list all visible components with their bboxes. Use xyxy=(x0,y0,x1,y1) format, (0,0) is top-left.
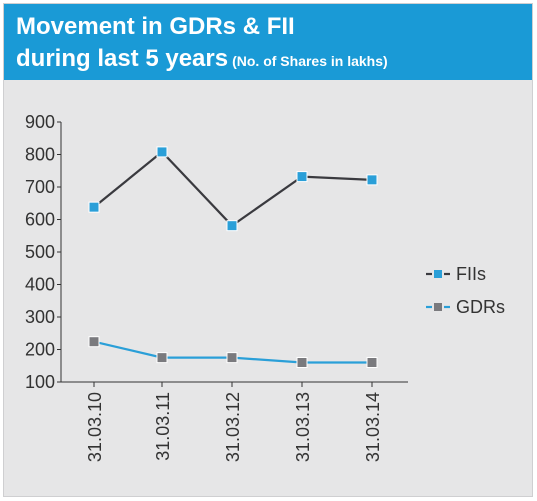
chart-title: Movement in GDRs & FII xyxy=(16,13,295,40)
y-tick-label: 300 xyxy=(25,307,55,327)
fii-data-point xyxy=(88,201,100,213)
gdr-data-point xyxy=(366,357,378,368)
x-tick-label: 31.03.10 xyxy=(85,392,105,462)
y-tick-label: 500 xyxy=(25,242,55,262)
y-tick-label: 800 xyxy=(25,145,55,165)
gdr-data-point xyxy=(88,336,100,348)
y-tick-label: 700 xyxy=(25,177,55,197)
chart-subtitle: (No. of Shares in lakhs) xyxy=(232,53,388,69)
legend-marker xyxy=(434,270,442,278)
x-tick-label: 31.03.11 xyxy=(153,392,173,461)
fii-data-point xyxy=(366,174,378,186)
x-tick-label: 31.03.12 xyxy=(223,392,243,462)
y-tick-label: 600 xyxy=(25,210,55,230)
legend-label-fii: FIIs xyxy=(456,264,486,284)
y-tick-label: 200 xyxy=(25,340,55,360)
chart-title-line2: during last 5 years (No. of Shares in lak… xyxy=(16,44,388,76)
x-tick-label: 31.03.13 xyxy=(293,392,313,462)
chart-title-continued: during last 5 years xyxy=(16,45,229,72)
chart-card: Movement in GDRs & FII during last 5 yea… xyxy=(3,3,533,497)
x-tick-label: 31.03.14 xyxy=(363,392,383,462)
y-tick-label: 900 xyxy=(25,112,55,132)
fii-series-line xyxy=(93,150,373,228)
gdr-data-point xyxy=(226,352,238,364)
gdr-data-point xyxy=(156,352,168,364)
y-tick-label: 400 xyxy=(25,275,55,295)
gdr-data-point xyxy=(296,357,308,368)
fii-data-point xyxy=(156,146,168,158)
y-tick-label: 100 xyxy=(25,372,55,392)
chart-header: Movement in GDRs & FII during last 5 yea… xyxy=(4,4,532,80)
fii-data-point xyxy=(296,171,308,183)
legend-marker xyxy=(434,303,442,311)
legend-label-gdr: GDRs xyxy=(456,297,505,317)
fii-data-point xyxy=(226,220,238,232)
line-chart: 900 800 700 600 500 400 300 200 100 31.03.10 31.03… xyxy=(25,112,505,462)
